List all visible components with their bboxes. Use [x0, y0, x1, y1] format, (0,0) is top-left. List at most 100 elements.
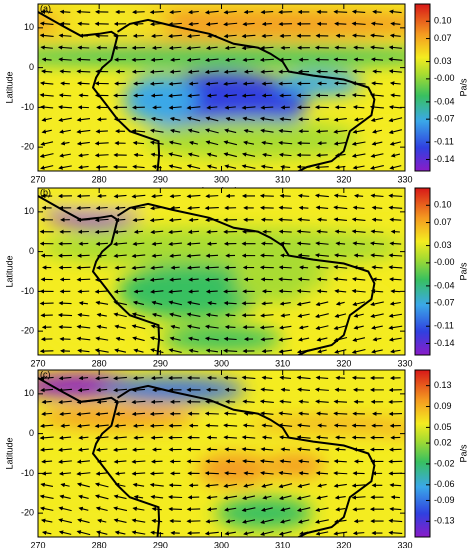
wind-vector: [351, 217, 366, 222]
wind-vector: [278, 530, 292, 536]
wind-vector: [58, 117, 72, 123]
colorbar-tick-label: -0.07: [434, 114, 455, 124]
wind-vector: [223, 69, 237, 75]
wind-vector: [97, 193, 107, 199]
x-tick-label: 270: [30, 540, 45, 548]
wind-vector: [151, 300, 163, 306]
wind-vector: [206, 105, 218, 110]
wind-vector: [260, 519, 274, 524]
wind-vector: [223, 21, 238, 27]
wind-vector: [241, 447, 256, 452]
wind-vector: [353, 325, 364, 330]
wind-vector: [297, 217, 310, 222]
wind-vector: [40, 104, 54, 110]
wind-vector: [370, 193, 384, 198]
wind-vector: [334, 229, 346, 234]
wind-vector: [333, 531, 348, 536]
contour-region: [38, 429, 405, 446]
wind-vector: [76, 57, 91, 62]
wind-vector: [168, 21, 182, 27]
wind-vector: [76, 336, 91, 341]
x-tick-label: 290: [153, 174, 168, 184]
wind-vector: [280, 447, 291, 452]
wind-vector: [41, 57, 52, 62]
wind-vector: [260, 507, 273, 512]
wind-vector: [315, 313, 329, 319]
wind-vector: [187, 93, 200, 98]
wind-vector: [149, 471, 164, 476]
wind-vector: [78, 506, 89, 511]
wind-vector: [205, 289, 218, 294]
wind-vector: [353, 253, 364, 258]
wind-vector: [40, 518, 53, 523]
wind-vector: [168, 152, 183, 157]
wind-vector: [149, 9, 164, 15]
wind-vector: [260, 470, 274, 476]
wind-vector: [186, 265, 200, 270]
wind-vector: [333, 57, 348, 62]
wind-vector: [131, 312, 146, 318]
wind-vector: [242, 495, 256, 500]
colorbar-unit: Pa/s: [458, 78, 468, 97]
wind-vector: [59, 153, 71, 158]
wind-vector: [188, 21, 199, 27]
wind-vector: [296, 241, 311, 246]
wind-vector: [279, 301, 291, 306]
wind-vector: [186, 253, 201, 259]
wind-vector: [187, 152, 200, 157]
wind-vector: [333, 276, 348, 282]
wind-vector: [132, 300, 145, 306]
wind-vector: [296, 507, 311, 512]
wind-vector: [296, 495, 311, 501]
wind-vector: [94, 141, 109, 146]
wind-vector: [59, 69, 71, 74]
wind-vector: [58, 300, 72, 306]
wind-vector: [57, 312, 73, 318]
wind-vector: [95, 411, 109, 417]
wind-vector: [297, 193, 310, 198]
wind-vector: [151, 241, 163, 246]
colorbar-tick-label: -0.00: [434, 257, 455, 267]
colorbar-tick-label: -0.14: [434, 154, 455, 164]
wind-vector: [260, 411, 274, 416]
wind-vector: [316, 153, 328, 158]
wind-vector: [40, 165, 54, 170]
y-tick-label: -10: [21, 468, 34, 478]
wind-vector: [224, 164, 237, 169]
wind-vector: [223, 33, 237, 39]
wind-vector: [353, 45, 365, 50]
colorbar-tick-label: -0.13: [434, 516, 455, 526]
wind-vector: [243, 140, 255, 145]
wind-vector: [131, 265, 146, 271]
wind-vector: [113, 229, 127, 235]
wind-vector: [314, 253, 329, 258]
x-tick-label: 290: [153, 540, 168, 548]
wind-vector: [168, 241, 182, 247]
wind-vector: [169, 116, 181, 122]
wind-vector: [131, 116, 146, 122]
wind-vector: [58, 459, 72, 464]
wind-vector: [224, 324, 236, 330]
wind-vector: [280, 387, 290, 392]
wind-vector: [113, 435, 127, 441]
wind-vector: [168, 289, 182, 294]
wind-vector: [131, 411, 146, 417]
map-panel: 270280290300310320330-20-10010(a)Longitu…: [4, 3, 468, 195]
wind-vector: [223, 435, 237, 440]
wind-vector: [388, 9, 402, 14]
wind-vector: [352, 337, 366, 342]
wind-vector: [77, 348, 90, 353]
wind-vector: [78, 435, 89, 440]
wind-vector: [58, 435, 72, 440]
coastline: [116, 18, 376, 171]
wind-vector: [186, 241, 201, 247]
wind-vector: [187, 33, 200, 39]
wind-vector: [298, 471, 309, 476]
wind-vector: [353, 117, 364, 122]
wind-vector: [57, 45, 73, 50]
wind-vector: [131, 399, 146, 405]
wind-vector: [316, 277, 328, 282]
wind-vector: [133, 152, 144, 158]
map-panel: 270280290300310320330-20-10010(b)Longitu…: [4, 187, 468, 379]
wind-vector: [353, 313, 364, 318]
